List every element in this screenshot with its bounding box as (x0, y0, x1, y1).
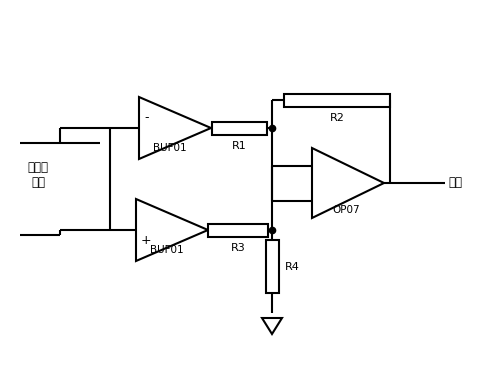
Polygon shape (139, 97, 211, 159)
Text: 输出: 输出 (448, 176, 462, 189)
Bar (284, 94, 390, 107)
Bar (266, 240, 279, 293)
Text: OP07: OP07 (332, 205, 360, 215)
Polygon shape (262, 318, 282, 334)
Text: BUF01: BUF01 (150, 245, 184, 255)
Polygon shape (312, 148, 384, 218)
Text: R3: R3 (230, 243, 245, 253)
Text: BUF01: BUF01 (153, 143, 187, 153)
Text: R4: R4 (285, 261, 300, 272)
Bar (212, 122, 267, 135)
Text: +: + (141, 233, 152, 247)
Polygon shape (136, 199, 208, 261)
Text: -: - (144, 112, 148, 125)
Text: R2: R2 (330, 113, 345, 123)
Bar (208, 223, 268, 236)
Text: 接测量
系统: 接测量 系统 (27, 161, 49, 189)
Text: R1: R1 (232, 141, 247, 151)
